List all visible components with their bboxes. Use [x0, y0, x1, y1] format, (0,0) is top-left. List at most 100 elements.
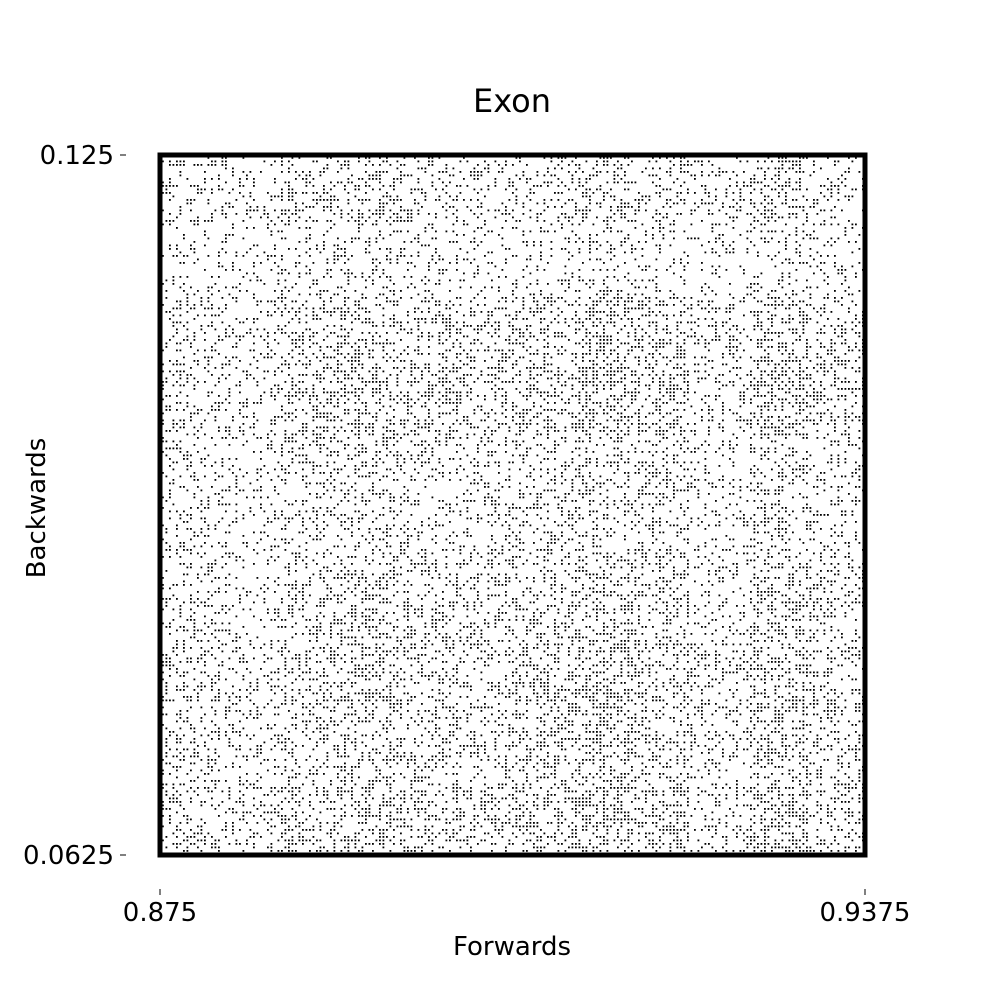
data-point — [274, 244, 276, 247]
data-point — [270, 300, 273, 303]
data-point — [687, 374, 689, 376]
data-point — [620, 206, 623, 208]
data-point — [841, 360, 843, 362]
data-point — [634, 220, 637, 222]
data-point — [655, 304, 658, 306]
data-point — [760, 328, 763, 331]
data-point — [547, 300, 549, 303]
data-point — [389, 398, 392, 401]
data-point — [792, 384, 794, 387]
data-point — [242, 255, 245, 257]
data-point — [837, 363, 840, 366]
data-point — [582, 405, 584, 408]
data-point — [211, 192, 213, 194]
data-point — [823, 346, 826, 348]
data-point — [781, 374, 784, 376]
data-point — [508, 381, 511, 383]
data-point — [344, 370, 346, 373]
data-point — [659, 178, 661, 180]
data-point — [298, 157, 301, 159]
data-point — [365, 426, 367, 429]
data-point — [715, 188, 717, 191]
data-point — [372, 388, 374, 390]
data-point — [326, 335, 329, 338]
data-point — [417, 367, 420, 369]
data-point — [281, 230, 283, 233]
data-point — [704, 370, 707, 373]
data-point — [778, 349, 780, 352]
data-point — [848, 286, 850, 289]
data-point — [557, 335, 560, 338]
data-point — [799, 300, 801, 303]
data-point — [571, 178, 574, 180]
data-point — [312, 374, 315, 376]
data-point — [456, 391, 458, 394]
data-point — [337, 199, 339, 201]
data-point — [207, 202, 210, 205]
data-point — [242, 402, 245, 404]
data-point — [235, 384, 238, 387]
data-point — [428, 409, 430, 411]
data-point — [326, 367, 329, 369]
data-point — [631, 181, 633, 184]
data-point — [333, 244, 336, 247]
data-point — [634, 346, 637, 348]
data-point — [767, 353, 770, 355]
data-point — [375, 297, 378, 299]
data-point — [841, 272, 843, 275]
data-point — [207, 307, 210, 310]
data-point — [613, 360, 616, 362]
data-point — [312, 391, 315, 394]
data-point — [774, 409, 777, 411]
data-point — [743, 349, 745, 352]
data-point — [361, 377, 364, 380]
data-point — [603, 332, 605, 334]
data-point — [169, 395, 171, 397]
data-point — [323, 209, 325, 212]
data-point — [417, 160, 420, 163]
data-point — [354, 423, 357, 425]
data-point — [596, 188, 598, 191]
data-point — [323, 388, 325, 390]
data-point — [582, 213, 584, 215]
data-point — [270, 230, 273, 233]
data-point — [575, 426, 577, 429]
data-point — [176, 248, 178, 250]
data-point — [536, 412, 539, 415]
data-point — [809, 346, 812, 348]
data-point — [470, 426, 472, 429]
data-point — [445, 328, 448, 331]
data-point — [820, 419, 822, 422]
data-point — [498, 360, 500, 362]
data-point — [459, 391, 462, 394]
data-point — [841, 283, 843, 285]
data-point — [477, 174, 479, 177]
data-point — [249, 426, 252, 429]
data-point — [228, 374, 231, 376]
data-point — [533, 300, 535, 303]
data-point — [505, 356, 507, 359]
data-point — [295, 416, 297, 418]
data-point — [256, 437, 259, 439]
data-point — [645, 286, 647, 289]
data-point — [445, 167, 448, 170]
data-point — [697, 325, 700, 327]
data-point — [613, 220, 616, 222]
data-point — [312, 335, 315, 338]
data-point — [589, 195, 591, 198]
data-point — [680, 402, 682, 404]
data-point — [648, 353, 651, 355]
data-point — [547, 363, 549, 366]
data-point — [410, 213, 413, 215]
data-point — [414, 423, 416, 425]
data-point — [561, 206, 563, 208]
data-point — [526, 181, 528, 184]
data-point — [753, 181, 756, 184]
data-point — [743, 391, 745, 394]
data-point — [169, 360, 171, 362]
data-point — [606, 227, 609, 229]
data-point — [617, 174, 619, 177]
data-point — [428, 423, 430, 425]
data-point — [309, 227, 311, 229]
data-point — [456, 321, 458, 324]
